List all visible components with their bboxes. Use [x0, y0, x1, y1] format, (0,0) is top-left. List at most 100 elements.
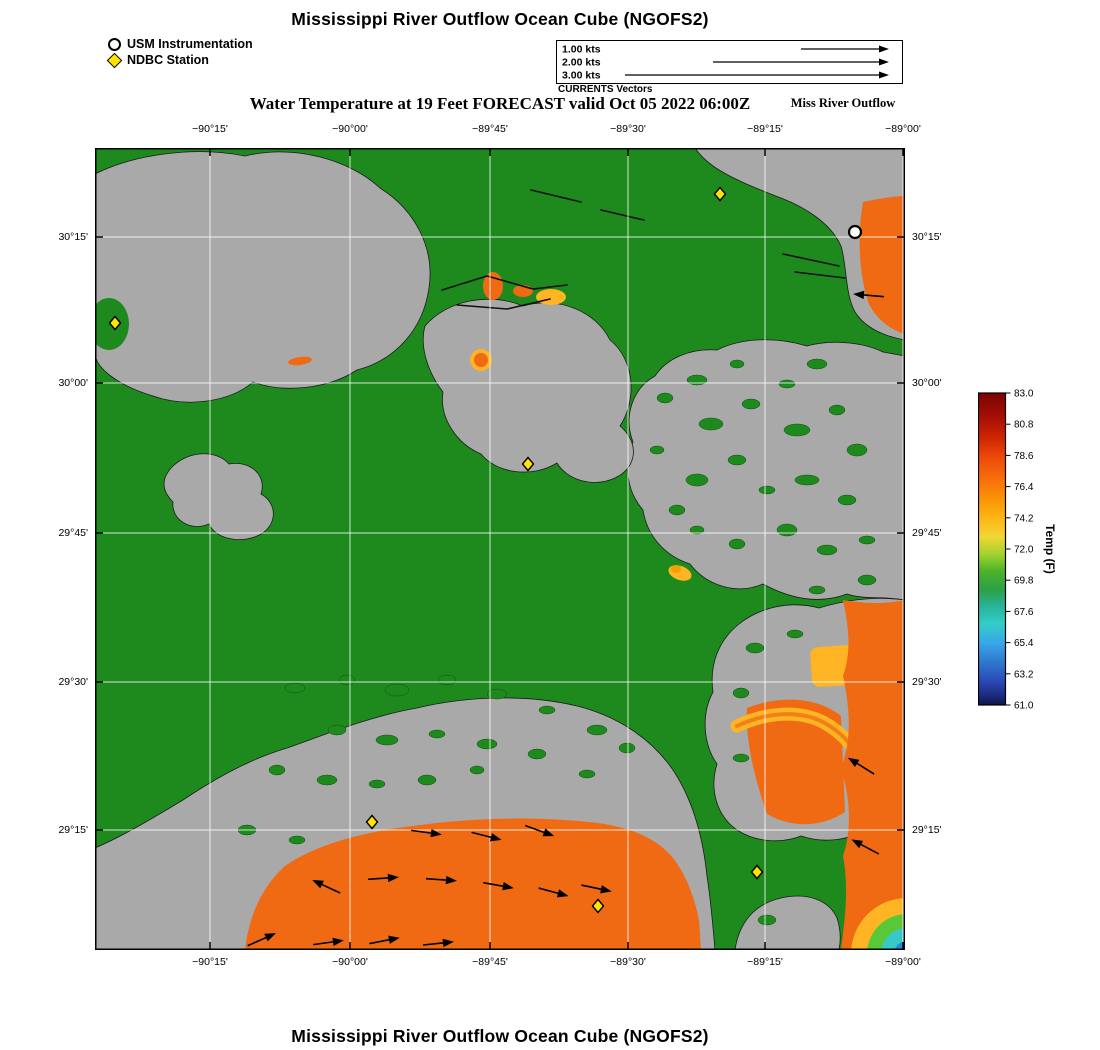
warm-strip-east	[841, 600, 905, 950]
x-axis-label-top: −90°15'	[192, 123, 228, 135]
colorbar-tick-label: 69.8	[1014, 576, 1034, 587]
current-vector-arrow	[367, 873, 399, 883]
figure-title-bottom: Mississippi River Outflow Ocean Cube (NG…	[291, 1026, 709, 1046]
ndbc-station-marker	[713, 186, 727, 202]
x-axis-label-bottom: −89°00'	[885, 956, 921, 968]
x-axis-label-top: −89°45'	[472, 123, 508, 135]
y-axis-label-left: 29°30'	[58, 676, 88, 688]
x-axis-label-bottom: −90°00'	[332, 956, 368, 968]
ndbc-station-marker	[750, 864, 764, 880]
current-vector-arrow	[524, 824, 555, 837]
colorbar: 83.0 80.8 78.6 76.4 74.2 72.0 69.8 67.6 65.4 63.2…	[977, 384, 1058, 721]
colorbar-tick-label: 83.0	[1014, 389, 1034, 400]
region-label: Miss River Outflow	[790, 96, 896, 110]
island-south	[734, 895, 841, 950]
colorbar-tick-label: 61.0	[1014, 701, 1034, 712]
colorbar-tick-label: 78.6	[1014, 451, 1034, 462]
vector-scale-label: 1.00 kts	[562, 44, 601, 56]
current-vector-arrow	[423, 938, 454, 948]
island-midwest	[163, 453, 274, 540]
current-vector-scale-box: 1.00 kts 2.00 kts 3.00 kts	[556, 40, 903, 84]
land-mass-northeast	[694, 148, 905, 341]
current-vector-arrow	[313, 937, 344, 947]
ndbc-station-marker	[108, 315, 122, 331]
legend-label-ndbc: NDBC Station	[127, 53, 209, 67]
y-axis-label-right: 29°45'	[912, 527, 942, 539]
legend-label-usm: USM Instrumentation	[127, 37, 253, 51]
current-vector-arrow	[425, 875, 457, 885]
map-axes	[95, 148, 905, 950]
channel-lines	[441, 189, 846, 310]
x-axis-label-bottom: −89°15'	[747, 956, 783, 968]
graticule-layer	[95, 148, 905, 950]
x-axis-label-bottom: −90°15'	[192, 956, 228, 968]
plot-subtitle: Water Temperature at 19 Feet FORECAST va…	[249, 94, 751, 113]
current-vector-arrow	[369, 935, 400, 945]
x-axis-label-top: −89°15'	[747, 123, 783, 135]
axis-tick-layer	[95, 148, 905, 950]
colorbar-tick-label: 67.6	[1014, 607, 1034, 618]
current-vectors-layer	[247, 290, 884, 948]
legend-row-usm: USM Instrumentation	[108, 36, 253, 52]
y-axis-label-right: 29°30'	[912, 676, 942, 688]
y-axis-label-left: 29°45'	[58, 527, 88, 539]
current-vector-arrow	[471, 831, 502, 842]
y-axis-label-left: 30°00'	[58, 377, 88, 389]
map-frame	[95, 148, 905, 950]
colorbar-tick-label: 74.2	[1014, 513, 1034, 524]
colorbar-tick-label: 63.2	[1014, 669, 1034, 680]
y-axis-label-right: 29°15'	[912, 824, 942, 836]
y-axis-label-left: 30°15'	[58, 231, 88, 243]
colorbar-tick-label: 72.0	[1014, 545, 1034, 556]
gulf-warm-water	[245, 818, 701, 950]
vector-scale-arrowhead	[879, 71, 889, 79]
current-vector-arrow	[483, 881, 514, 891]
current-vector-arrow	[247, 933, 276, 947]
warm-patch-northeast	[859, 196, 905, 334]
vector-scale-arrowhead	[879, 58, 889, 66]
ndbc-station-marker	[521, 456, 535, 472]
x-axis-label-bottom: −89°30'	[610, 956, 646, 968]
ndbc-station-marker	[365, 814, 379, 830]
current-vector-arrow	[312, 879, 341, 894]
map-graphic	[95, 148, 905, 950]
warm-zone-southeast	[746, 699, 845, 825]
x-axis-label-top: −89°30'	[610, 123, 646, 135]
vector-scale-label: 2.00 kts	[562, 57, 601, 69]
station-markers-layer	[108, 186, 863, 914]
x-axis-label-top: −90°00'	[332, 123, 368, 135]
current-vector-arrow	[847, 757, 875, 775]
ndbc-station-marker	[591, 898, 605, 914]
colorbar-tick-label: 80.8	[1014, 420, 1034, 431]
map-land-layer	[95, 148, 905, 950]
vector-scale-caption: CURRENTS Vectors	[558, 84, 653, 95]
current-vector-arrow	[581, 884, 612, 894]
legend-row-ndbc: NDBC Station	[106, 52, 253, 68]
y-axis-label-left: 29°15'	[58, 824, 88, 836]
figure-title-top: Mississippi River Outflow Ocean Cube (NG…	[291, 9, 709, 29]
colorbar-graphic: 83.0 80.8 78.6 76.4 74.2 72.0 69.8 67.6 65.4 63.2…	[977, 389, 1034, 712]
land-mass-northwest	[95, 151, 431, 403]
x-axis-label-bottom: −89°45'	[472, 956, 508, 968]
delta-marsh-islands	[237, 674, 636, 845]
ndbc-diamond-icon	[106, 52, 123, 68]
vector-scale-arrowhead	[879, 45, 889, 53]
corner-temperature-bands	[851, 898, 905, 950]
usm-circle-icon	[108, 37, 121, 51]
vector-scale-label: 3.00 kts	[562, 70, 601, 82]
island-south-speck	[757, 914, 777, 926]
map-legend: USM Instrumentation NDBC Station	[106, 36, 253, 68]
x-axis-label-top: −89°00'	[885, 123, 921, 135]
colorbar-gradient	[977, 392, 1007, 706]
current-vector-arrow	[851, 839, 880, 855]
y-axis-label-right: 30°00'	[912, 377, 942, 389]
colorbar-tick-label: 65.4	[1014, 638, 1034, 649]
current-vector-arrow	[411, 828, 442, 838]
colorbar-tick-label: 76.4	[1014, 482, 1034, 493]
y-axis-label-right: 30°15'	[912, 231, 942, 243]
colorbar-axis-label: Temp (F)	[1043, 524, 1057, 574]
current-vector-arrow	[538, 887, 569, 898]
usm-instrument-marker	[847, 224, 863, 240]
